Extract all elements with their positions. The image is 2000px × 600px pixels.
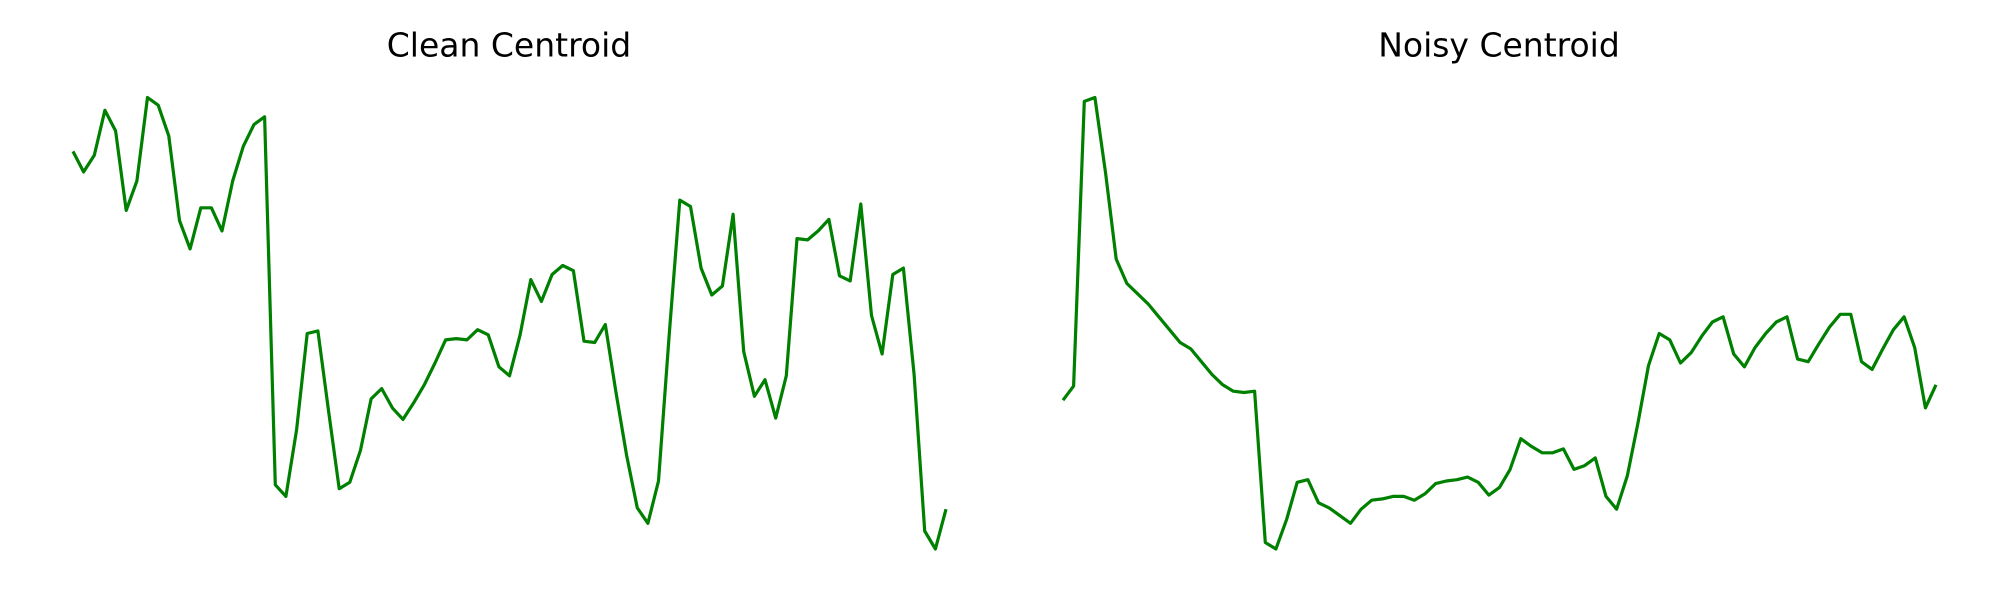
chart-title: Clean Centroid (387, 26, 632, 65)
line (1061, 95, 1938, 551)
chart-title: Noisy Centroid (1378, 26, 1620, 65)
line (71, 95, 948, 551)
